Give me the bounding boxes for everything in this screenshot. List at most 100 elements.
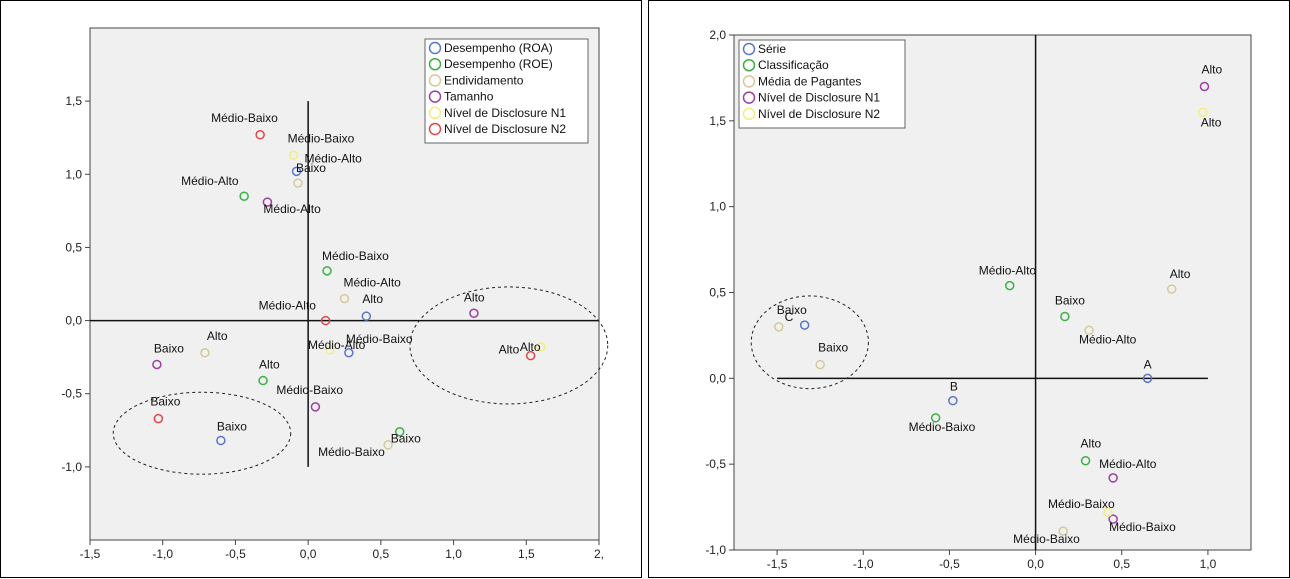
scatter-point: [262, 197, 273, 207]
point-label: A: [1144, 357, 1152, 371]
x-tick-label: 2,: [594, 547, 604, 561]
scatter-point: [200, 348, 210, 358]
scatter-point: [291, 166, 302, 177]
point-label: Alto: [1201, 63, 1222, 77]
point-label: Baixo: [777, 303, 807, 317]
point-label: Baixo: [818, 341, 848, 355]
point-label: Baixo: [1055, 294, 1085, 308]
legend-box: [424, 38, 589, 144]
scatter-point: [1080, 455, 1091, 466]
x-tick-label: 1,0: [445, 547, 462, 561]
point-label: Médio-Alto: [344, 276, 402, 290]
scatter-point: [310, 402, 321, 412]
legend-entry: Desempenho (ROA): [444, 41, 553, 55]
legend-marker: [742, 58, 756, 72]
scatter-chart-right: -1,5 -1,0 -0,5 0,0 0,5 1,0 -1,0 -0,5 0,0 0,5 1,0 1,…: [705, 28, 1252, 571]
scatter-point: [536, 342, 546, 352]
scatter-point: [216, 435, 226, 446]
y-tick-label: 0,0: [65, 314, 82, 328]
legend-entry: Nível de Disclosure N1: [444, 106, 566, 120]
point-label: Médio-Baixo: [909, 420, 976, 434]
x-tick-label: -1,0: [152, 547, 173, 561]
scatter-point: [948, 395, 958, 406]
legend-marker: [428, 122, 442, 136]
legend-entry: Nível de Disclosure N1: [758, 91, 880, 105]
y-tick-label: 1,5: [709, 114, 726, 128]
scatter-point: [525, 350, 536, 361]
x-tick-label: 0,0: [300, 547, 317, 561]
x-tick-label: 0,5: [373, 547, 390, 561]
legend-entry: Nível de Disclosure N2: [758, 107, 880, 121]
legend-entry: Desempenho (ROE): [444, 57, 553, 71]
y-tick-label: -0,5: [705, 457, 726, 471]
legend-marker: [428, 106, 442, 120]
legend-marker: [742, 42, 756, 56]
y-tick-label: 1,0: [65, 167, 82, 181]
scatter-point: [293, 178, 303, 188]
scatter-point: [1058, 526, 1068, 536]
scatter-point: [1103, 507, 1113, 517]
scatter-point: [1084, 325, 1094, 336]
scatter-point: [1108, 473, 1118, 483]
point-label: Baixo: [391, 432, 421, 446]
point-label: Alto: [1201, 115, 1222, 129]
legend-entry: Classificação: [758, 58, 829, 72]
scatter-point: [774, 322, 784, 332]
scatter-point: [239, 191, 249, 201]
scatter-point: [325, 345, 335, 355]
y-tick-label: 2,0: [709, 28, 726, 42]
y-tick-label: 1,5: [65, 94, 82, 108]
point-label: Médio-Baixo: [322, 249, 389, 263]
point-label: Baixo: [217, 420, 247, 434]
chart-panel-left: -1,5 -1,0 -0,5 0,0 0,5 1,0 1,5 2, -1,0 -0,5 0,0 0,5…: [0, 0, 642, 578]
dashed-ellipse: [409, 286, 609, 405]
y-tick-label: -1,0: [705, 543, 726, 557]
point-label: Médio-Alto: [305, 151, 363, 165]
point-label: Médio-Baixo: [288, 131, 355, 145]
scatter-point: [1166, 284, 1177, 294]
point-label: Médio-Baixo: [1013, 532, 1080, 546]
point-label: Alto: [362, 292, 383, 306]
legend-marker: [742, 91, 756, 104]
point-label: Médio-Alto: [1079, 332, 1137, 346]
legend-marker: [428, 41, 442, 55]
scatter-point: [153, 413, 164, 424]
point-label: Médio-Baixo: [276, 383, 343, 397]
scatter-point: [361, 311, 372, 321]
x-tick-label: -0,5: [225, 547, 246, 561]
point-label: Alto: [259, 358, 280, 372]
scatter-point: [320, 315, 331, 326]
scatter-point: [1197, 107, 1208, 117]
scatter-point: [815, 359, 825, 370]
point-label: B: [950, 380, 958, 394]
x-tick-label: 1,5: [518, 547, 535, 561]
scatter-point: [1199, 81, 1210, 92]
legend-box: [738, 39, 906, 129]
scatter-point: [288, 150, 299, 161]
point-label: Médio-Baixo: [346, 332, 413, 346]
scatter-point: [152, 359, 162, 370]
x-tick-label: 1,0: [1200, 557, 1217, 571]
dashed-ellipse: [112, 391, 292, 475]
point-label: C: [785, 310, 794, 324]
y-tick-label: 0,5: [709, 286, 726, 300]
legend-entry: Tamanho: [444, 90, 494, 104]
chart-panel-right: -1,5 -1,0 -0,5 0,0 0,5 1,0 -1,0 -0,5 0,0 0,5 1,0 1,…: [648, 0, 1290, 578]
scatter-point: [1142, 373, 1153, 384]
point-label: Médio-Baixo: [1048, 497, 1115, 511]
scatter-point: [799, 320, 810, 330]
point-label: Médio-Baixo: [318, 445, 385, 459]
legend-marker: [428, 90, 442, 103]
point-label: Alto: [520, 340, 541, 354]
point-label: Médio-Alto: [979, 264, 1037, 278]
scatter-point: [1108, 514, 1118, 524]
x-tick-label: -1,5: [80, 547, 101, 561]
dashed-ellipse: [750, 295, 869, 390]
scatter-point: [339, 293, 350, 304]
point-label: Médio-Baixo: [1109, 520, 1176, 534]
scatter-point: [1060, 311, 1070, 322]
scatter-point: [395, 426, 405, 437]
point-label: Alto: [1081, 437, 1102, 451]
point-label: Médio-Alto: [181, 174, 239, 188]
y-tick-label: -0,5: [61, 387, 82, 401]
